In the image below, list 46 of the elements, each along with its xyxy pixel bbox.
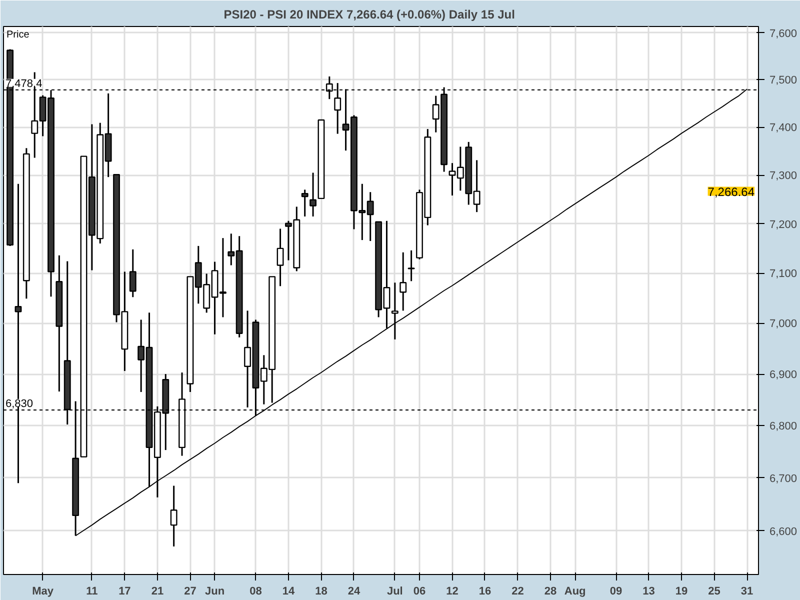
x-tick-label: 25	[708, 586, 720, 598]
x-tick-label: 16	[478, 586, 492, 598]
y-tick-label: 7,500	[770, 74, 798, 87]
x-tick-label: 19	[675, 586, 688, 598]
y-tick-label: 7,600	[770, 28, 798, 40]
y-axis-title: Price	[6, 30, 30, 40]
ref-line-label: 7,478.4	[6, 78, 42, 90]
y-tick-label: 6,600	[770, 526, 798, 538]
candlestick	[129, 248, 136, 298]
x-tick-label: May	[32, 586, 54, 598]
candlestick	[276, 228, 284, 287]
x-tick-label: 17	[118, 586, 131, 598]
x-tick-label: 22	[512, 586, 524, 598]
x-tick-label: 06	[413, 586, 426, 598]
x-tick-label: 14	[282, 586, 296, 598]
candlestick	[400, 252, 407, 312]
candlestick	[301, 188, 308, 218]
candlestick	[170, 485, 178, 548]
candlestick	[391, 282, 398, 340]
y-tick-label: 7,400	[770, 122, 798, 134]
x-tick-label: 13	[642, 586, 655, 598]
y-tick-label: 6,800	[770, 420, 798, 433]
y-tick-label: 7,100	[770, 268, 798, 280]
x-tick-label: 09	[610, 586, 622, 598]
y-tick-label: 6,900	[770, 369, 798, 382]
x-tick-label: 28	[544, 586, 557, 598]
y-tick-label: 6,700	[770, 472, 798, 485]
y-tick-label: 7,300	[770, 170, 798, 182]
x-tick-label: 31	[740, 586, 754, 598]
candlestick	[408, 250, 415, 282]
chart-title: PSI20 - PSI 20 INDEX 7,266.64 (+0.06%) Daily 15 Jul	[224, 8, 515, 22]
x-tick-label: 18	[315, 586, 328, 598]
x-tick-label: 12	[446, 586, 458, 598]
x-tick-label: Aug	[564, 586, 586, 598]
x-tick-label: 08	[250, 586, 262, 598]
candlestick	[310, 172, 316, 218]
annotation: 7,266.64	[708, 184, 755, 199]
x-tick-label: 24	[348, 586, 361, 598]
x-tick-label: Jun	[204, 586, 225, 598]
ref-line-label: 6,830	[6, 398, 34, 410]
x-tick-label: 21	[151, 586, 164, 598]
x-tick-label: 11	[86, 586, 98, 598]
y-tick-label: 7,000	[770, 318, 798, 330]
y-tick-label: 7,200	[770, 218, 798, 231]
x-tick-label: Jul	[386, 586, 403, 598]
x-tick-label: 27	[184, 586, 196, 598]
